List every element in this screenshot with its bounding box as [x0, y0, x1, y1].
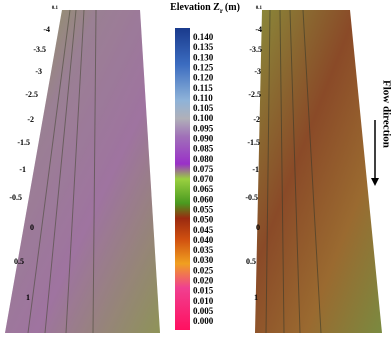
right-axis-tick-label: 0.5 [246, 257, 256, 266]
left-axis-tick-label: -4 [43, 25, 50, 34]
colorbar-tick-label: 0.000 [193, 316, 214, 326]
left-axis-tick-label: -3.5 [33, 45, 46, 54]
colorbar-tick-label: 0.020 [193, 275, 214, 285]
colorbar-tick-label: 0.120 [193, 73, 214, 83]
left-axis-tick-label: -0.5 [9, 193, 22, 202]
right-axis-tick-label: -4 [255, 25, 262, 34]
colorbar [175, 28, 190, 330]
left-axis-tick-label: -1.5 [17, 138, 30, 147]
colorbar-tick-label: 0.110 [193, 93, 213, 103]
colorbar-tick-label: 0.055 [193, 204, 214, 214]
colorbar-tick-label: 0.065 [193, 184, 214, 194]
colorbar-tick-label: 0.115 [193, 83, 213, 93]
colorbar-tick-label: 0.135 [193, 42, 214, 52]
right-axis-tick-label: 1 [254, 293, 258, 302]
left-axis-tick-label: -1 [19, 165, 26, 174]
right-axis-tick-label: -2 [253, 115, 260, 124]
colorbar-tick-label: 0.100 [193, 113, 214, 123]
colorbar-tick-label: 0.030 [193, 255, 214, 265]
colorbar-tick-label: 0.010 [193, 296, 214, 306]
right-axis-tick-label: -3.5 [249, 45, 262, 54]
colorbar-tick-label: 0.045 [193, 225, 214, 235]
colorbar-tick-label: 0.095 [193, 123, 214, 133]
colorbar-tick-label: 0.090 [193, 133, 214, 143]
colorbar-tick-label: 0.005 [193, 306, 214, 316]
colorbar-tick-label: 0.140 [193, 32, 214, 42]
left-axis-tick-label: 0.5 [14, 257, 24, 266]
left-axis-tick-label: 1 [26, 293, 30, 302]
left-axis-tick-label: -3 [35, 67, 42, 76]
colorbar-tick-label: 0.015 [193, 286, 214, 296]
left-axis-tick-label: -2.5 [25, 90, 38, 99]
left-map-tint [5, 10, 160, 333]
colorbar-tick-label: 0.035 [193, 245, 214, 255]
left-axis-tick-label: -2 [27, 115, 34, 124]
colorbar-tick-label: 0.040 [193, 235, 214, 245]
colorbar-tick-label: 0.080 [193, 154, 214, 164]
right-axis-tick-label: -3 [254, 67, 261, 76]
colorbar-tick-label: 0.125 [193, 62, 214, 72]
colorbar-title-text: Elevation Z [170, 2, 220, 13]
right-axis-tick-label: -0.5 [245, 193, 258, 202]
right-axis-tick-label: -1 [252, 165, 259, 174]
right-axis-tick-label: -2.5 [248, 90, 261, 99]
left-elevation-map [5, 10, 160, 333]
colorbar-tick-label: 0.070 [193, 174, 214, 184]
colorbar-tick-label: 0.085 [193, 144, 214, 154]
flow-label: Flow direction [380, 80, 391, 148]
right-elevation-map [255, 10, 382, 333]
colorbar-tick-label: 0.060 [193, 194, 214, 204]
left-map-stripes [27, 9, 97, 334]
colorbar-tick-label: 0.050 [193, 215, 214, 225]
colorbar-title-unit: (m) [225, 2, 240, 13]
colorbar-title-subscript: r [220, 7, 223, 15]
right-axis-tick-label: 0.1 [256, 6, 263, 11]
colorbar-tick-label: 0.075 [193, 164, 214, 174]
colorbar-tick-label: 0.025 [193, 265, 214, 275]
left-axis-tick-label: 0 [30, 223, 34, 232]
colorbar-tick-label: 0.105 [193, 103, 214, 113]
left-axis-tick-label: 0.1 [52, 6, 59, 11]
colorbar-tick-label: 0.130 [193, 52, 214, 62]
right-axis-tick-label: -1.5 [247, 138, 260, 147]
right-map-stripes [265, 9, 322, 334]
colorbar-title: Elevation Zr (m) [170, 2, 240, 14]
flow-arrow-head [371, 178, 379, 186]
right-axis-tick-label: 0 [256, 223, 260, 232]
